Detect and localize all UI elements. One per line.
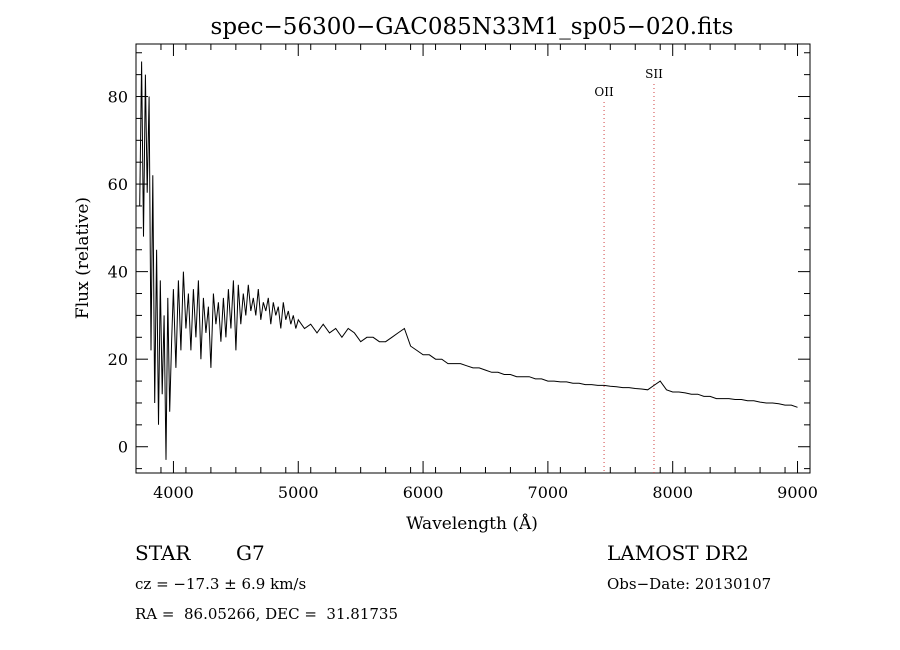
emission-line-label: OII [594,85,614,99]
x-axis-label: Wavelength (Å) [406,513,538,534]
y-tick-label: 60 [108,175,128,194]
x-tick-label: 5000 [278,483,319,502]
survey-name: LAMOST DR2 [607,541,749,565]
emission-line-markers: OII SII [594,67,663,473]
y-tick-label: 0 [118,438,128,457]
x-tick-label: 4000 [153,483,194,502]
observation-date: Obs−Date: 20130107 [607,575,772,593]
object-subclass: G7 [236,541,265,565]
x-tick-label: 9000 [777,483,818,502]
y-axis-label: Flux (relative) [73,197,93,319]
chart-title: spec−56300−GAC085N33M1_sp05−020.fits [211,14,734,40]
y-tick-label: 40 [108,263,128,282]
x-axis-ticks: 4000 5000 6000 7000 8000 9000 [135,44,818,502]
ra-dec-coordinates: RA = 86.05266, DEC = 31.81735 [135,605,399,623]
redshift-cz: cz = −17.3 ± 6.9 km/s [135,575,307,593]
y-axis-ticks: 0 20 40 60 80 [108,52,810,470]
plot-frame [135,43,811,474]
x-tick-label: 6000 [403,483,444,502]
x-tick-label: 7000 [528,483,569,502]
emission-line-label: SII [645,67,663,81]
object-class: STAR [135,541,191,565]
y-tick-label: 20 [108,350,128,369]
spectrum-series-line [139,61,798,460]
y-tick-label: 80 [108,88,128,107]
x-tick-label: 8000 [652,483,693,502]
